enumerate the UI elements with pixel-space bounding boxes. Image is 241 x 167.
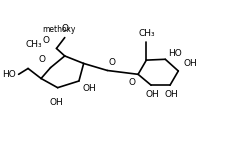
Text: OH: OH <box>164 90 178 99</box>
Text: CH₃: CH₃ <box>138 29 155 38</box>
Text: O: O <box>61 24 68 33</box>
Text: OH: OH <box>50 98 63 107</box>
Text: HO: HO <box>168 49 181 58</box>
Text: CH₃: CH₃ <box>26 40 42 49</box>
Text: methoxy: methoxy <box>42 25 75 34</box>
Text: OH: OH <box>183 59 197 68</box>
Text: O: O <box>129 78 136 87</box>
Text: O: O <box>39 55 46 64</box>
Text: HO: HO <box>2 70 16 79</box>
Text: O: O <box>108 58 115 67</box>
Text: OH: OH <box>82 84 96 93</box>
Text: OH: OH <box>145 90 159 99</box>
Text: O: O <box>42 36 49 45</box>
